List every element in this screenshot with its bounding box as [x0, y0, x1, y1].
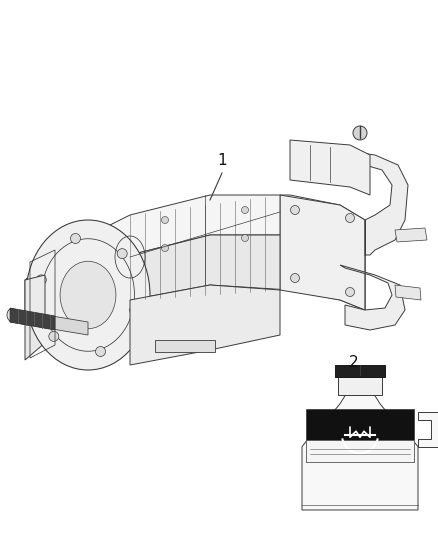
Circle shape — [36, 275, 46, 285]
Polygon shape — [395, 285, 421, 300]
Text: 1: 1 — [217, 153, 227, 168]
Polygon shape — [10, 309, 88, 335]
Circle shape — [71, 233, 81, 244]
Circle shape — [346, 287, 354, 296]
Polygon shape — [25, 235, 365, 360]
Polygon shape — [306, 440, 414, 462]
Polygon shape — [340, 265, 405, 330]
Circle shape — [162, 245, 169, 252]
Polygon shape — [335, 365, 385, 377]
Circle shape — [241, 206, 248, 214]
Ellipse shape — [26, 220, 150, 370]
Polygon shape — [338, 377, 382, 395]
Polygon shape — [306, 409, 414, 462]
Polygon shape — [10, 308, 55, 330]
Circle shape — [49, 332, 59, 341]
Text: 2: 2 — [348, 355, 358, 370]
Circle shape — [117, 248, 127, 259]
Circle shape — [95, 346, 106, 357]
Circle shape — [241, 235, 248, 241]
Polygon shape — [280, 195, 365, 310]
Circle shape — [353, 126, 367, 140]
Circle shape — [130, 305, 140, 315]
Ellipse shape — [60, 261, 116, 329]
Polygon shape — [302, 395, 418, 510]
Circle shape — [290, 273, 300, 282]
Ellipse shape — [7, 309, 17, 321]
Polygon shape — [25, 275, 45, 320]
Bar — [155, 340, 215, 352]
Polygon shape — [130, 285, 280, 365]
Circle shape — [346, 214, 354, 222]
Polygon shape — [418, 412, 438, 447]
Polygon shape — [290, 140, 370, 195]
Polygon shape — [25, 195, 365, 315]
Circle shape — [162, 216, 169, 223]
Polygon shape — [395, 228, 427, 242]
Polygon shape — [340, 150, 408, 255]
Circle shape — [290, 206, 300, 214]
